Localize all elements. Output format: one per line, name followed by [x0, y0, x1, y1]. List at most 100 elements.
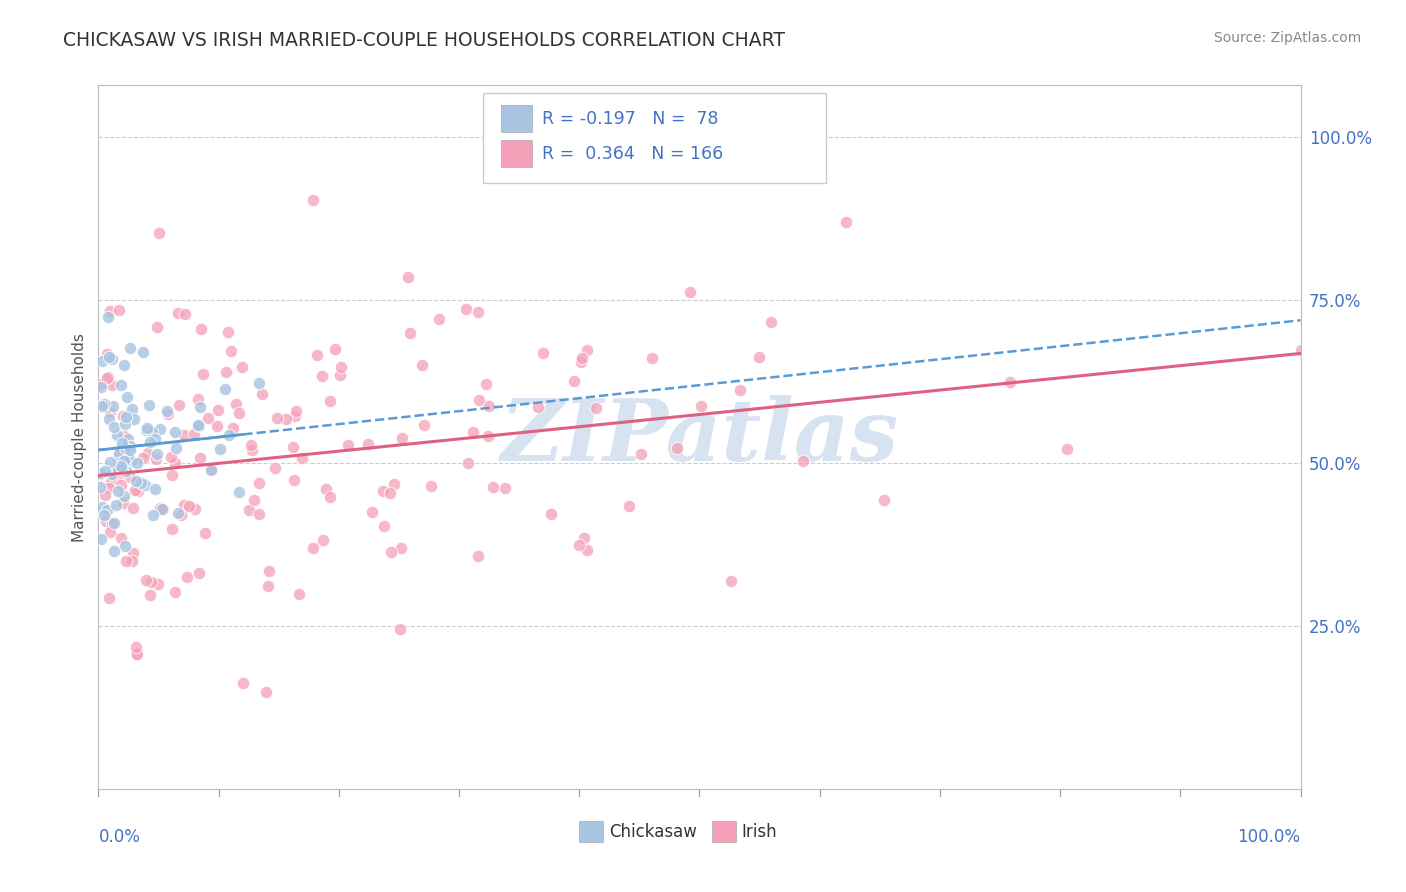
Point — [454, 302, 477, 317]
Point — [163, 425, 186, 439]
Point — [540, 508, 562, 522]
Point — [121, 546, 143, 560]
Text: Chickasaw: Chickasaw — [609, 822, 697, 840]
Point — [474, 376, 496, 391]
Point — [1056, 442, 1078, 457]
Point — [259, 564, 281, 578]
Point — [207, 402, 229, 417]
FancyBboxPatch shape — [579, 822, 603, 842]
Point — [150, 502, 173, 516]
Point — [125, 474, 148, 488]
Point — [482, 480, 505, 494]
Point — [219, 343, 242, 358]
Point — [122, 500, 145, 515]
Point — [250, 387, 273, 401]
Point — [218, 427, 240, 442]
Point — [149, 501, 172, 516]
Point — [411, 358, 433, 372]
Point — [135, 573, 157, 587]
Point — [494, 481, 516, 495]
Point — [93, 397, 115, 411]
Point — [720, 574, 742, 589]
Point — [121, 401, 143, 416]
Point — [117, 432, 139, 446]
Point — [139, 588, 162, 602]
Point — [585, 401, 607, 416]
Point — [167, 398, 190, 412]
Point — [114, 417, 136, 431]
Text: ZIPatlas: ZIPatlas — [501, 395, 898, 479]
Point — [187, 418, 209, 433]
Point — [90, 533, 112, 547]
Point — [315, 482, 337, 496]
Point — [1289, 343, 1312, 357]
Point — [361, 504, 384, 518]
Point — [256, 579, 278, 593]
Point — [200, 462, 222, 476]
Point — [689, 399, 711, 413]
Point — [205, 418, 228, 433]
Point — [100, 475, 122, 490]
Point — [132, 451, 155, 466]
Y-axis label: Married-couple Households: Married-couple Households — [72, 333, 87, 541]
Point — [329, 368, 352, 382]
Point — [231, 359, 253, 374]
Point — [121, 554, 143, 568]
Point — [165, 441, 187, 455]
Point — [120, 454, 142, 468]
Point — [221, 421, 243, 435]
Point — [187, 566, 209, 581]
Point — [107, 456, 129, 470]
Point — [194, 526, 217, 541]
Point — [160, 467, 183, 482]
Point — [617, 499, 640, 513]
Point — [478, 399, 501, 413]
Point — [240, 442, 263, 457]
Point — [118, 470, 141, 484]
Point — [247, 476, 270, 491]
Point — [247, 376, 270, 391]
Point — [571, 351, 593, 365]
Point — [93, 487, 115, 501]
Point — [93, 464, 115, 478]
Point — [575, 343, 598, 357]
Text: 100.0%: 100.0% — [1237, 828, 1301, 847]
Point — [145, 482, 167, 496]
Point — [173, 428, 195, 442]
FancyBboxPatch shape — [711, 822, 735, 842]
Point — [103, 544, 125, 558]
Point — [761, 315, 783, 329]
Point — [191, 367, 214, 381]
Point — [101, 378, 124, 392]
Point — [98, 405, 121, 419]
Point — [96, 503, 118, 517]
Point — [399, 326, 422, 341]
Point — [112, 489, 135, 503]
FancyBboxPatch shape — [501, 105, 533, 132]
Point — [357, 437, 380, 451]
Point — [114, 540, 136, 554]
Point — [112, 453, 135, 467]
Text: Irish: Irish — [741, 822, 778, 840]
Point — [141, 508, 163, 522]
Point — [231, 676, 253, 690]
Point — [138, 398, 160, 412]
Point — [247, 507, 270, 521]
Point — [122, 412, 145, 426]
Point — [148, 577, 170, 591]
Point — [187, 392, 209, 407]
Point — [114, 441, 136, 455]
Point — [146, 319, 169, 334]
Point — [238, 503, 260, 517]
Point — [108, 469, 131, 483]
Point — [679, 285, 702, 299]
Point — [112, 359, 135, 373]
Point — [89, 377, 111, 392]
Point — [531, 346, 554, 360]
Point — [380, 485, 402, 500]
Point — [125, 647, 148, 661]
Point — [215, 365, 238, 379]
Point — [115, 390, 138, 404]
FancyBboxPatch shape — [484, 93, 825, 184]
Point — [413, 418, 436, 433]
